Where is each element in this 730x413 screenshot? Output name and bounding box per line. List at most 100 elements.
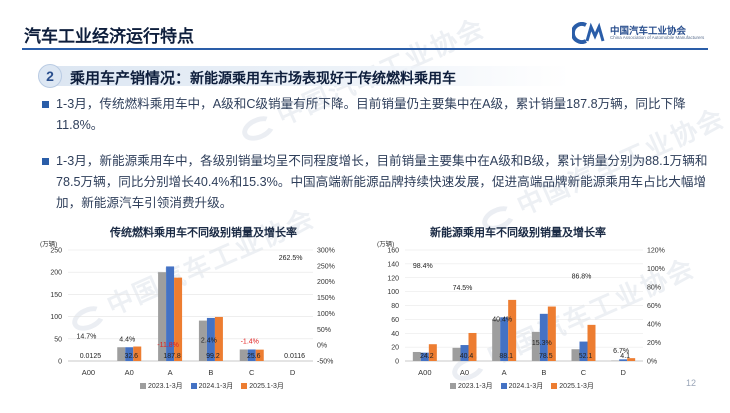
- y-left-tick-label: 100: [50, 314, 62, 321]
- y-axis-unit: (万辆): [377, 239, 394, 248]
- legend-item: 2025.1-3月: [551, 381, 594, 391]
- y-left-tick-label: 60: [391, 317, 399, 324]
- growth-label: 6.7%: [613, 348, 629, 355]
- y-left-tick-label: 120: [387, 275, 399, 282]
- x-tick-label: D: [290, 368, 296, 377]
- chart-1-title: 传统燃料乘用车不同级别销量及增长率: [110, 227, 297, 239]
- bar-2: [619, 359, 628, 361]
- value-label: 4.1: [620, 353, 630, 360]
- org-logo: 中国汽车工业协会 China Association of Automobile…: [572, 20, 712, 46]
- value-label: 25.6: [247, 353, 261, 360]
- growth-label: 14.7%: [76, 333, 96, 340]
- y-right-tick-label: 0%: [317, 343, 327, 350]
- value-label: 40.4: [460, 353, 474, 360]
- y-axis-unit: (万辆): [40, 239, 57, 248]
- page-title: 汽车工业经济运行特点: [24, 27, 194, 46]
- legend-item: 2024.1-3月: [500, 381, 544, 391]
- chart-1-legend: 2023.1-3月 2024.1-3月 2025.1-3月: [140, 381, 292, 391]
- chart-1: (万辆) 0 50 100 150 200 250 -50% 0% 50% 100% 150% 200%…: [40, 239, 335, 377]
- bar-3: [627, 358, 636, 361]
- y-right-tick-label: 50%: [317, 327, 331, 334]
- x-tick-label: A: [168, 368, 173, 377]
- growth-label: 98.4%: [413, 263, 433, 270]
- y-right-tick-label: 100%: [647, 266, 665, 273]
- bar-2: [420, 352, 429, 361]
- legend-swatch: [241, 383, 248, 390]
- x-tick-label: D: [620, 368, 626, 377]
- bar-1: [239, 349, 248, 361]
- bar-3: [214, 316, 223, 361]
- legend-label: 2025.1-3月: [559, 383, 594, 390]
- y-left-tick-label: 0: [395, 359, 399, 366]
- y-left-tick-label: 100: [387, 289, 399, 296]
- value-label: 0.0116: [284, 353, 305, 360]
- legend-swatch: [190, 383, 197, 390]
- bar-1: [158, 272, 167, 361]
- bar-1: [452, 347, 461, 361]
- y-left-tick-label: 200: [50, 270, 62, 277]
- y-right-tick-label: 80%: [647, 285, 661, 292]
- legend-label: 2025.1-3月: [249, 383, 284, 390]
- legend-swatch: [551, 383, 558, 390]
- growth-label: 4.4%: [119, 337, 135, 344]
- bar-1: [412, 351, 421, 361]
- growth-label: -1.4%: [241, 339, 259, 346]
- y-right-tick-label: 250%: [317, 263, 335, 270]
- y-left-tick-label: 150: [50, 292, 62, 299]
- y-left-tick-label: 80: [391, 303, 399, 310]
- bar-2: [166, 266, 175, 361]
- y-left-tick-label: 20: [391, 345, 399, 352]
- bar-1: [571, 349, 580, 361]
- bar-3: [468, 332, 477, 361]
- bar-3: [428, 344, 437, 361]
- legend-swatch: [140, 383, 146, 390]
- legend-label: 2023.1-3月: [148, 383, 183, 390]
- bar-3: [547, 306, 556, 361]
- bar-2: [125, 347, 134, 361]
- chart-2: (万辆) 0 20 40 60 80 100 120 140 160 0% 20% 40% 60% 80% 1…: [377, 239, 665, 377]
- header-divider: [22, 48, 708, 50]
- bar-1: [531, 331, 540, 361]
- section-label: 乘用车产销情况：: [70, 70, 191, 87]
- x-tick-label: A00: [418, 368, 431, 377]
- y-right-tick-label: 200%: [317, 279, 335, 286]
- chart-2-title: 新能源乘用车不同级别销量及增长率: [430, 227, 606, 239]
- x-tick-label: C: [249, 368, 255, 377]
- bar-2: [539, 313, 548, 361]
- legend-swatch: [500, 383, 507, 390]
- legend-item: 2024.1-3月: [190, 381, 233, 391]
- y-left-tick-label: 0: [58, 359, 62, 366]
- caam-logo-icon: [572, 22, 605, 44]
- x-tick-label: A: [502, 368, 507, 377]
- bullet-square-icon: [42, 158, 49, 165]
- bullet-square-icon: [42, 101, 49, 108]
- bar-2: [500, 317, 509, 361]
- value-label: 0.0125: [80, 353, 102, 360]
- bar-3: [174, 277, 183, 361]
- value-label: 78.5: [539, 353, 553, 360]
- chart-2-legend: 2023.1-3月 2024.1-3月 2025.1-3月: [450, 381, 602, 391]
- y-right-tick-label: 150%: [317, 295, 335, 302]
- slide-header: 汽车工业经济运行特点 中国汽车工业协会 China Association of…: [0, 0, 730, 54]
- bar-3: [508, 299, 517, 361]
- y-left-tick-label: 250: [50, 248, 62, 255]
- bar-2: [206, 317, 215, 361]
- value-label: 52.1: [579, 353, 593, 360]
- y-left-tick-label: 40: [391, 331, 399, 338]
- x-tick-label: A00: [82, 368, 95, 377]
- bar-1: [492, 319, 501, 361]
- legend-swatch: [450, 383, 456, 390]
- org-name-en: China Association of Automobile Manufact…: [610, 35, 705, 40]
- bar-3: [133, 346, 142, 361]
- y-right-tick-label: -50%: [317, 359, 333, 366]
- org-name-cn: 中国汽车工业协会: [610, 26, 687, 37]
- section-heading-bar: [50, 66, 570, 86]
- bar-3: [255, 349, 264, 361]
- legend-label: 2023.1-3月: [458, 383, 493, 390]
- bullet-text: 1-3月，新能源乘用车中，各级别销量均呈不同程度增长，目前销量主要集中在A级和B…: [56, 154, 708, 210]
- legend-label: 2024.1-3月: [508, 383, 544, 390]
- y-left-tick-label: 140: [387, 261, 399, 268]
- bar-1: [117, 347, 126, 361]
- section-title: 新能源乘用车市场表现好于传统燃料乘用车: [190, 70, 457, 86]
